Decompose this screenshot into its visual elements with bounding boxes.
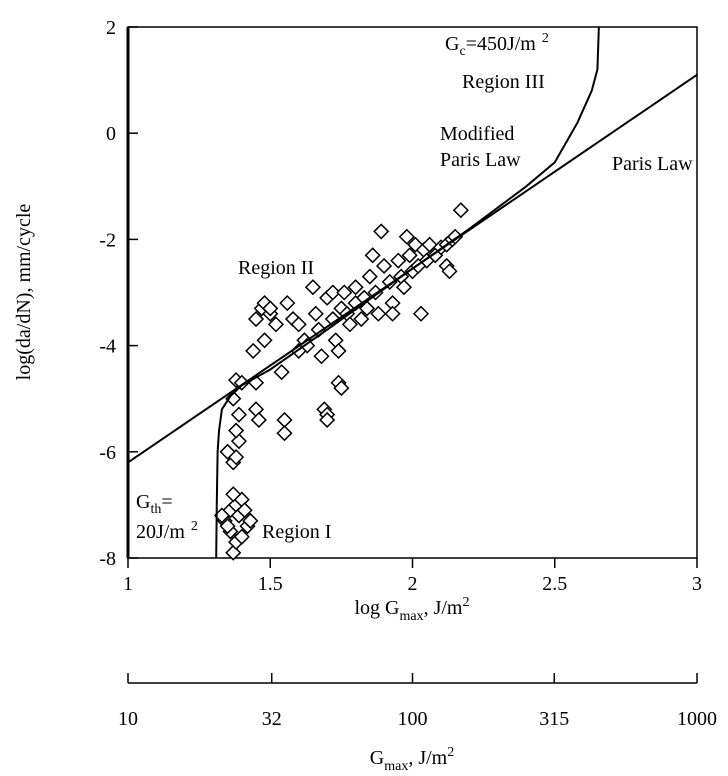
x-tick-label: 3: [692, 573, 702, 595]
y-tick-label: -6: [99, 442, 116, 464]
scatter-point: [398, 228, 415, 245]
y-tick-label: -8: [99, 548, 116, 570]
x2-axis-label: Gmax, J/m2: [370, 745, 454, 774]
x2-tick-label: 100: [398, 708, 428, 730]
scatter-point: [247, 310, 265, 328]
scatter-point: [358, 300, 376, 317]
x-tick-label: 2: [408, 573, 418, 595]
scatter-point: [219, 443, 236, 460]
scatter-point: [412, 305, 430, 322]
scatter-point: [452, 202, 469, 219]
scatter-point: [370, 305, 387, 322]
annotation: Gth=: [136, 491, 173, 517]
line: [215, 26, 600, 559]
scatter-point: [330, 342, 347, 359]
scatter-point: [276, 425, 293, 442]
scatter-point: [375, 257, 393, 275]
x2-tick-label: 1000: [677, 708, 717, 730]
scatter-point: [401, 247, 418, 264]
annotation: Paris Law: [612, 153, 693, 175]
scatter-point: [290, 316, 307, 333]
scatter-point: [219, 518, 236, 535]
scatter-point: [373, 223, 390, 240]
scatter-point: [307, 305, 324, 322]
annotation: Region II: [238, 257, 314, 279]
scatter-point: [341, 316, 358, 333]
annotation: Paris Law: [440, 149, 521, 171]
scatter-point: [384, 305, 401, 322]
x-tick-label: 1.5: [258, 573, 283, 595]
annotation: Gc=450J/m 2: [445, 31, 549, 59]
scatter-point: [279, 295, 296, 312]
scatter-point: [225, 390, 242, 407]
scatter-point: [361, 268, 378, 285]
scatter-point: [313, 348, 330, 365]
scatter-point: [364, 247, 381, 264]
scatter-point: [242, 512, 259, 529]
scatter-point: [225, 486, 242, 503]
x-axis-label: log Gmax, J/m2: [354, 595, 469, 624]
scatter-point: [236, 502, 253, 519]
y-tick-label: -4: [99, 336, 116, 358]
scatter-point: [336, 284, 353, 301]
x2-tick-label: 315: [539, 708, 569, 730]
plot-frame: [127, 26, 698, 559]
scatter-point: [353, 310, 370, 328]
y-tick-label: 2: [106, 17, 116, 39]
scatter-point: [319, 411, 336, 429]
x2-tick-label: 32: [262, 708, 282, 730]
annotation: Modified: [440, 123, 514, 145]
annotation: Region I: [262, 521, 331, 543]
annotation: Region III: [462, 71, 545, 93]
scatter-point: [228, 422, 245, 439]
x2-tick-label: 10: [118, 708, 138, 730]
annotations: Gc=450J/m 2 Region III Modified Paris Law…: [136, 31, 693, 543]
x-tick-label: 2.5: [542, 573, 567, 595]
scatter-point: [304, 279, 321, 296]
scatter-point: [390, 252, 407, 269]
scatter-point: [276, 411, 293, 429]
scatter-point: [324, 284, 341, 301]
x-tick-label: 1: [123, 573, 133, 595]
scatter-point: [256, 332, 273, 349]
annotation: 20J/m 2: [136, 519, 198, 543]
scatter-point: [230, 406, 248, 423]
scatter-point: [273, 364, 290, 381]
scatter-point: [441, 263, 458, 280]
scatter-point: [333, 380, 350, 397]
y-tick-label: 0: [106, 123, 116, 145]
scatter-point: [421, 236, 438, 253]
y-axis-label: log(da/dN), mm/cycle: [13, 204, 35, 381]
scatter-point: [250, 411, 267, 429]
scatter-point: [347, 279, 364, 296]
y-tick-label: -2: [99, 229, 116, 251]
scatter-point: [267, 316, 285, 333]
scatter-point: [395, 279, 413, 296]
scatter-point: [262, 300, 279, 317]
scatter-point: [233, 528, 250, 545]
scatter-point: [245, 342, 262, 359]
